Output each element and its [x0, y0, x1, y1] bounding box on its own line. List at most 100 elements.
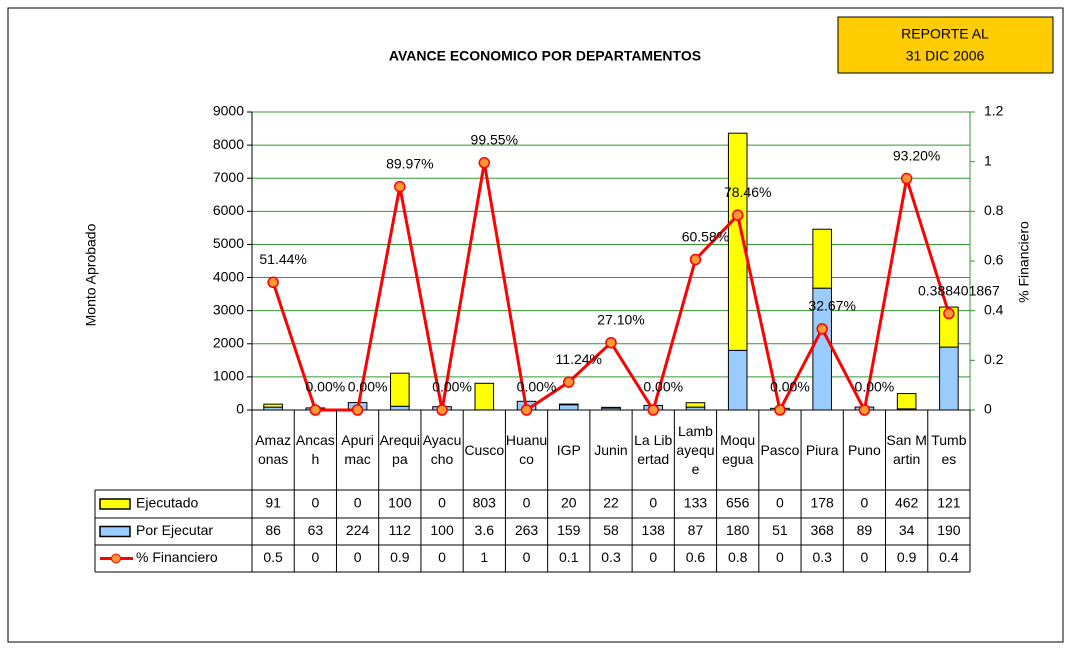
category-cell: Amazonas: [252, 411, 294, 489]
table-cell: 0: [649, 495, 657, 511]
data-label: 0.00%: [770, 379, 810, 395]
table-cell: 121: [937, 495, 961, 511]
table-cell: 0.5: [263, 549, 283, 565]
data-label: 60.58%: [682, 228, 729, 244]
table-cell: 91: [265, 495, 281, 511]
table-cell: 58: [603, 522, 619, 538]
category-cell: Moquegua: [717, 411, 759, 489]
category-cell: Ayacucho: [421, 411, 463, 489]
x-tick-label: San Martin: [886, 411, 928, 489]
table-cell: 0.8: [728, 549, 748, 565]
line-marker: [268, 277, 278, 287]
legend-key: [100, 527, 130, 537]
x-tick-label: Apurimac: [336, 411, 378, 489]
table-cell: 803: [473, 495, 497, 511]
table-cell: 0: [776, 549, 784, 565]
bar: [559, 405, 578, 410]
line-marker: [944, 309, 954, 319]
legend-label: % Financiero: [136, 549, 218, 565]
data-label: 93.20%: [893, 147, 940, 163]
y2-tick-label: 0: [984, 401, 992, 417]
y-tick-label: 5000: [213, 235, 244, 251]
x-tick-label: Cusco: [463, 411, 505, 489]
x-tick-label: La Libertad: [632, 411, 674, 489]
table-cell: 0: [438, 495, 446, 511]
data-label: 11.24%: [556, 351, 602, 367]
y2-tick-label: 0.6: [984, 252, 1004, 268]
legend-key: [112, 554, 121, 563]
y-tick-label: 1000: [213, 368, 244, 384]
x-tick-label: Moquegua: [717, 411, 759, 489]
category-cell: Tumbes: [928, 411, 970, 489]
y2-tick-label: 0.2: [984, 351, 1004, 367]
category-cell: Apurimac: [336, 411, 378, 489]
y2-tick-label: 0.4: [984, 301, 1004, 317]
legend-key: [100, 499, 130, 509]
table-cell: 0: [311, 549, 319, 565]
table-cell: 63: [308, 522, 324, 538]
data-label: 0.00%: [432, 379, 472, 395]
category-cell: San Martin: [886, 411, 928, 489]
y2-tick-label: 0.8: [984, 202, 1004, 218]
table-cell: 0: [354, 549, 362, 565]
table-cell: 0.1: [559, 549, 579, 565]
x-tick-label: Lambayeque: [674, 411, 716, 489]
table-cell: 0.9: [390, 549, 410, 565]
table-cell: 0: [523, 495, 531, 511]
y-tick-label: 3000: [213, 301, 244, 317]
category-cell: Huanuco: [505, 411, 547, 489]
table-cell: 0: [523, 549, 531, 565]
data-label: 0.00%: [643, 379, 683, 395]
category-cell: Puno: [843, 411, 885, 489]
x-tick-label: Junin: [590, 411, 632, 489]
table-cell: 112: [389, 522, 412, 538]
y2-tick-label: 1.2: [984, 103, 1004, 119]
bar: [391, 406, 410, 410]
bar: [391, 373, 410, 406]
data-label: 89.97%: [386, 155, 433, 171]
category-cell: La Libertad: [632, 411, 674, 489]
data-label: 0.00%: [517, 379, 557, 395]
table-cell: 462: [895, 495, 919, 511]
y-tick-label: 6000: [213, 202, 244, 218]
table-cell: 138: [642, 522, 666, 538]
table-cell: 1: [480, 549, 488, 565]
y-tick-label: 4000: [213, 268, 244, 284]
category-cell: Arequipa: [379, 411, 421, 489]
table-cell: 190: [937, 522, 961, 538]
x-tick-label: Piura: [801, 411, 843, 489]
data-label: 0.388401867: [918, 282, 1000, 298]
data-label: 32.67%: [808, 298, 855, 314]
line-marker: [395, 182, 405, 192]
table-cell: 178: [810, 495, 834, 511]
data-label: 51.44%: [259, 251, 306, 267]
x-tick-label: Pasco: [759, 411, 801, 489]
bar: [728, 350, 747, 410]
data-label: 27.10%: [597, 311, 644, 327]
data-label: 0.00%: [855, 379, 895, 395]
y2-tick-label: 1: [984, 152, 992, 168]
table-cell: 0: [354, 495, 362, 511]
data-label: 78.46%: [724, 184, 771, 200]
table-cell: 86: [265, 522, 281, 538]
table-cell: 0: [311, 495, 319, 511]
table-cell: 100: [388, 495, 412, 511]
table-cell: 3.6: [475, 522, 495, 538]
table-cell: 0.6: [686, 549, 706, 565]
table-cell: 0: [649, 549, 657, 565]
x-tick-label: Amazonas: [252, 411, 294, 489]
y-tick-label: 7000: [213, 169, 244, 185]
y-tick-label: 8000: [213, 136, 244, 152]
x-tick-label: Arequipa: [379, 411, 421, 489]
legend-label: Ejecutado: [136, 495, 198, 511]
chart-border: [8, 8, 1063, 642]
category-cell: Cusco: [463, 411, 505, 489]
table-cell: 0: [861, 549, 869, 565]
table-cell: 159: [557, 522, 581, 538]
table-cell: 0.4: [939, 549, 959, 565]
category-cell: Pasco: [759, 411, 801, 489]
table-cell: 133: [684, 495, 708, 511]
table-cell: 34: [899, 522, 915, 538]
